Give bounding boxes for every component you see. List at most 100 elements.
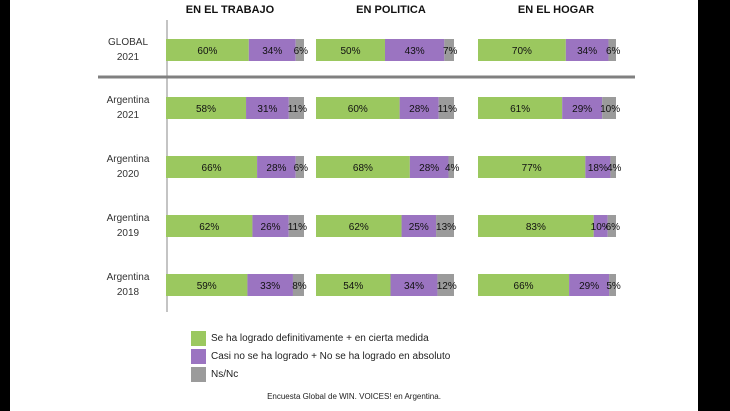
data-label: 34% xyxy=(577,46,597,57)
data-label: 68% xyxy=(353,163,373,174)
data-label: 5% xyxy=(606,281,621,292)
data-label: 31% xyxy=(257,104,277,115)
data-label: 28% xyxy=(419,163,439,174)
bar-segment xyxy=(316,97,400,119)
chart-canvas: EN EL TRABAJO EN POLITICA EN EL HOGAR GLOBA… xyxy=(10,0,698,411)
bar-segment xyxy=(610,156,616,178)
source-note: Encuesta Global de WIN. VOICES! en Argen… xyxy=(267,392,441,401)
row-label: GLOBAL xyxy=(108,37,148,48)
data-label: 29% xyxy=(572,104,592,115)
bar-segment xyxy=(166,39,249,61)
data-label: 60% xyxy=(197,46,217,57)
data-label: 18% xyxy=(588,163,608,174)
bar-segment xyxy=(316,39,385,61)
bar-segment xyxy=(438,97,454,119)
bar-segment xyxy=(288,97,304,119)
data-label: 50% xyxy=(340,46,360,57)
panel-title: EN EL HOGAR xyxy=(518,4,594,16)
data-label: 10% xyxy=(600,104,620,115)
row-label: 2021 xyxy=(117,52,140,63)
data-label: 34% xyxy=(262,46,282,57)
stacked-bar-chart: EN EL TRABAJO EN POLITICA EN EL HOGAR GLOBA… xyxy=(98,4,635,312)
data-label: 43% xyxy=(405,46,425,57)
legend-swatch-nsnc xyxy=(191,367,206,382)
bar-segment xyxy=(565,39,609,61)
bar-segment xyxy=(316,274,391,296)
bar-segment xyxy=(166,156,258,178)
row-label: 2019 xyxy=(117,228,140,239)
row-label: 2021 xyxy=(117,110,140,121)
data-label: 61% xyxy=(510,104,530,115)
bar-segment xyxy=(399,97,439,119)
bar-segment xyxy=(562,97,603,119)
row-label: 2018 xyxy=(117,287,140,298)
row-label: Argentina xyxy=(107,154,150,165)
data-label: 33% xyxy=(260,281,280,292)
row-label: Argentina xyxy=(107,213,150,224)
bar-segment xyxy=(409,156,449,178)
bar-segment xyxy=(166,215,253,237)
bar-segment xyxy=(478,39,566,61)
bar-segment xyxy=(247,274,293,296)
data-label: 62% xyxy=(349,222,369,233)
data-label: 4% xyxy=(607,163,622,174)
bar-segment xyxy=(316,156,410,178)
bar-segment xyxy=(478,97,563,119)
bar-segment xyxy=(609,274,616,296)
bar-segment xyxy=(288,215,304,237)
data-label: 25% xyxy=(409,222,429,233)
bar-segment xyxy=(602,97,616,119)
bar-segment xyxy=(166,274,248,296)
legend-label-nsnc: Ns/Nc xyxy=(211,369,239,380)
data-label: 28% xyxy=(409,104,429,115)
bar-segment xyxy=(246,97,289,119)
data-label: 10% xyxy=(591,222,611,233)
bar-segment xyxy=(295,156,304,178)
data-label: 58% xyxy=(196,104,216,115)
data-label: 11% xyxy=(288,104,307,115)
data-label: 6% xyxy=(606,46,621,57)
legend-swatch-logrado xyxy=(191,331,206,346)
bar-segment xyxy=(385,39,445,61)
data-label: 8% xyxy=(292,281,307,292)
panel-title: EN EL TRABAJO xyxy=(186,4,275,16)
data-label: 4% xyxy=(445,163,460,174)
legend-label-no-logrado: Casi no se ha logrado + No se ha logrado… xyxy=(211,351,451,362)
bar-segment xyxy=(295,39,304,61)
bar-segment xyxy=(437,274,454,296)
bar-segment xyxy=(248,39,296,61)
data-label: 62% xyxy=(199,222,219,233)
data-label: 54% xyxy=(343,281,363,292)
data-label: 77% xyxy=(522,163,542,174)
bar-segment xyxy=(292,274,304,296)
legend-item: Ns/Nc xyxy=(191,366,450,383)
legend-swatch-no-logrado xyxy=(191,349,206,364)
data-label: 66% xyxy=(202,163,222,174)
legend-item: Se ha logrado definitivamente + en ciert… xyxy=(191,330,450,347)
data-label: 66% xyxy=(514,281,534,292)
bar-segment xyxy=(390,274,438,296)
bar-segment xyxy=(607,215,616,237)
bar-segment xyxy=(478,215,594,237)
data-label: 6% xyxy=(606,222,621,233)
legend: Se ha logrado definitivamente + en ciert… xyxy=(191,330,450,384)
bar-segment xyxy=(569,274,610,296)
data-label: 83% xyxy=(526,222,546,233)
bar-segment xyxy=(252,215,289,237)
bar-segment xyxy=(257,156,296,178)
bar-segment xyxy=(585,156,611,178)
row-label: Argentina xyxy=(107,272,150,283)
bar-segment xyxy=(401,215,437,237)
data-label: 6% xyxy=(294,163,309,174)
bar-segment xyxy=(448,156,454,178)
bar-segment xyxy=(478,156,586,178)
data-label: 13% xyxy=(436,222,456,233)
bar-segment xyxy=(166,97,247,119)
data-label: 60% xyxy=(348,104,368,115)
data-label: 11% xyxy=(438,104,457,115)
data-label: 11% xyxy=(288,222,307,233)
bar-segment xyxy=(478,274,570,296)
data-label: 59% xyxy=(197,281,217,292)
data-label: 26% xyxy=(261,222,281,233)
bar-segment xyxy=(316,215,402,237)
